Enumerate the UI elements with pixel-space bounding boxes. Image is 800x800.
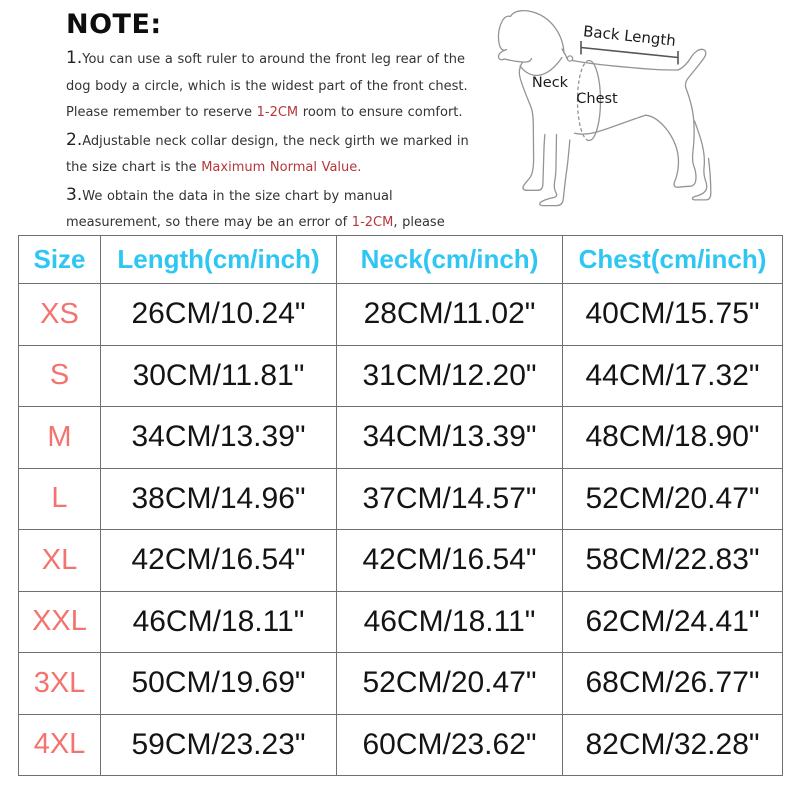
notes-section: NOTE: 1.You can use a soft ruler to arou… [66,10,482,263]
dog-measurement-diagram: Back Length Neck Chest [478,0,800,226]
dog-outline-drawing: Back Length Neck Chest [497,9,712,207]
length-value: 30CM/11.81" [100,344,337,407]
length-value: 38CM/14.96" [100,467,337,530]
chest-value: 40CM/15.75" [562,283,783,346]
neck-value: 46CM/18.11" [336,590,563,653]
dog-rear-near-leg [644,86,697,188]
chest-label: Chest [576,91,618,107]
dog-neck-front-line [518,61,534,126]
chest-girth-ellipse-solid [588,59,602,142]
size-label: XL [18,529,101,592]
neck-value: 31CM/12.20" [336,344,563,407]
size-label: XXL [18,590,101,653]
dog-neck-back-line [561,48,569,61]
dog-front-far-leg [539,133,571,207]
size-row-m: M 34CM/13.39" 34CM/13.39" 48CM/18.90" [18,406,783,469]
size-row-xs: XS 26CM/10.24" 28CM/11.02" 40CM/15.75" [18,283,783,346]
size-table-body: XS 26CM/10.24" 28CM/11.02" 40CM/15.75" S 30CM… [18,283,783,776]
column-header-length-cm-inch: Length(cm/inch) [100,235,337,284]
neck-value: 60CM/23.62" [336,713,563,776]
dog-tail [677,48,707,88]
chest-value: 68CM/26.77" [562,652,783,715]
dog-head-outline [497,9,565,63]
size-table: Size Length(cm/inch) Neck(cm/inch) Chest(cm… [18,235,783,776]
note-text: room to ensure comfort. [298,105,463,120]
dog-back-line [571,59,679,71]
note-text: Adjustable neck collar design, the neck … [66,133,469,176]
chest-value: 82CM/32.28" [562,713,783,776]
size-row-xl: XL 42CM/16.54" 42CM/16.54" 58CM/22.83" [18,529,783,592]
chest-value: 58CM/22.83" [562,529,783,592]
notes-list: 1.You can use a soft ruler to around the… [66,45,482,263]
back-length-measure-line [580,41,679,65]
column-header-size: Size [18,235,101,284]
note-text: You can use a soft ruler to around the f… [66,52,468,120]
column-header-chest-cm-inch: Chest(cm/inch) [562,235,783,284]
dog-belly-line [573,114,647,135]
chest-girth-ellipse-dotted [576,59,590,142]
neck-girth-arc [519,56,563,76]
neck-value: 34CM/13.39" [336,406,563,469]
size-row-l: L 38CM/14.96" 37CM/14.57" 52CM/20.47" [18,467,783,530]
neck-label: Neck [532,75,569,91]
chest-value: 62CM/24.41" [562,590,783,653]
neck-value: 42CM/16.54" [336,529,563,592]
note-highlighted-text: 1-2CM [256,105,299,120]
note-item: 2.Adjustable neck collar design, the nec… [66,127,482,182]
size-row-3xl: 3XL 50CM/19.69" 52CM/20.47" 68CM/26.77" [18,652,783,715]
note-number: 1. [66,48,83,68]
note-text: We obtain the data in the size chart by … [66,188,393,231]
chest-value: 44CM/17.32" [562,344,783,407]
neck-value: 28CM/11.02" [336,283,563,346]
length-value: 34CM/13.39" [100,406,337,469]
size-label: XS [18,283,101,346]
dog-rear-far-leg [691,120,712,201]
length-value: 59CM/23.23" [100,713,337,776]
size-label: 4XL [18,713,101,776]
chest-value: 48CM/18.90" [562,406,783,469]
length-value: 26CM/10.24" [100,283,337,346]
length-value: 50CM/19.69" [100,652,337,715]
column-header-neck-cm-inch: Neck(cm/inch) [336,235,563,284]
size-label: 3XL [18,652,101,715]
neck-value: 52CM/20.47" [336,652,563,715]
chest-value: 52CM/20.47" [562,467,783,530]
size-label: L [18,467,101,530]
dog-shoulder-loop [566,55,574,62]
size-label: M [18,406,101,469]
note-highlighted-text: 1-2CM [351,215,394,230]
size-row-xxl: XXL 46CM/18.11" 46CM/18.11" 62CM/24.41" [18,590,783,653]
dog-outline [497,9,712,207]
size-row-s: S 30CM/11.81" 31CM/12.20" 44CM/17.32" [18,344,783,407]
note-number: 2. [66,129,83,150]
length-value: 42CM/16.54" [100,529,337,592]
size-row-4xl: 4XL 59CM/23.23" 60CM/23.62" 82CM/32.28" [18,713,783,776]
note-highlighted-text: Maximum Normal Value. [201,160,362,175]
size-label: S [18,344,101,407]
length-value: 46CM/18.11" [100,590,337,653]
dog-front-near-leg [522,123,546,191]
neck-value: 37CM/14.57" [336,467,563,530]
size-table-header-row: Size Length(cm/inch) Neck(cm/inch) Chest(cm… [18,235,783,284]
notes-title: NOTE: [66,9,162,40]
back-length-label: Back Length [582,22,676,50]
note-item: 1.You can use a soft ruler to around the… [66,45,482,127]
note-number: 3. [66,184,83,205]
